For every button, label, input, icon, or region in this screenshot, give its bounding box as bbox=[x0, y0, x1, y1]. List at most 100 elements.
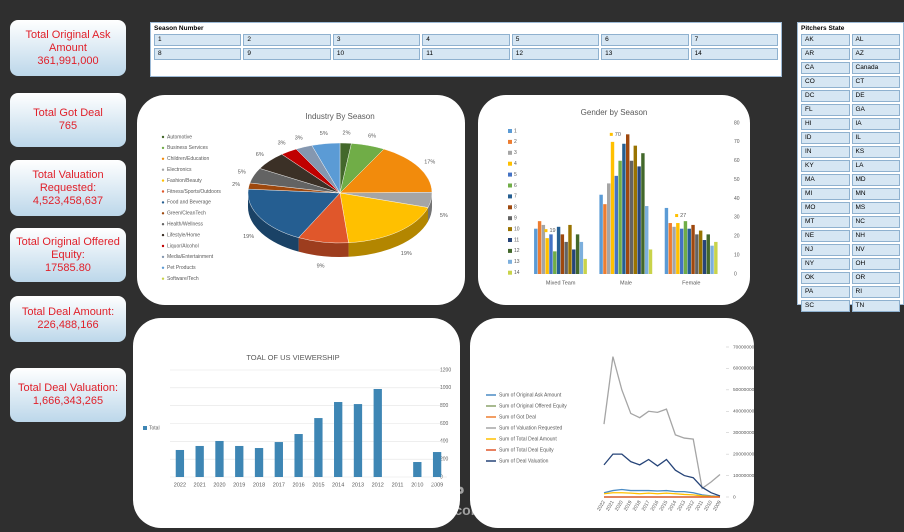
slicer-item[interactable]: GA bbox=[851, 104, 900, 116]
slicer-item[interactable]: MS bbox=[851, 202, 900, 214]
slicer-item[interactable]: 2 bbox=[243, 34, 331, 46]
x-tick-label: 2016 bbox=[292, 482, 304, 488]
slicer-item[interactable]: CA bbox=[801, 62, 850, 74]
data-label: 5% bbox=[320, 131, 328, 137]
slicer-item[interactable]: PA bbox=[801, 286, 850, 298]
slicer-item[interactable]: 9 bbox=[243, 48, 331, 60]
bar bbox=[599, 194, 603, 274]
slicer-item[interactable]: NV bbox=[851, 244, 900, 256]
bar bbox=[553, 251, 557, 274]
legend-label: 10 bbox=[514, 226, 520, 232]
slicer-item[interactable]: 4 bbox=[422, 34, 510, 46]
slicer-item[interactable]: IL bbox=[851, 132, 900, 144]
slicer-item[interactable]: 3 bbox=[332, 34, 421, 46]
slicer-item[interactable]: AR bbox=[801, 48, 850, 60]
kpi-value: 765 bbox=[58, 120, 78, 132]
kpi-card: Total Original Offered Equity: 17585.80 bbox=[10, 228, 126, 282]
legend-marker bbox=[161, 255, 165, 259]
slicer-item[interactable]: NH bbox=[851, 230, 900, 242]
slicer-item[interactable]: 5 bbox=[511, 34, 600, 46]
x-tick-label: 2017 bbox=[641, 499, 652, 512]
slicer-item[interactable]: 13 bbox=[601, 48, 689, 60]
slicer-item[interactable]: 8 bbox=[154, 48, 242, 60]
slicer-item[interactable]: NJ bbox=[801, 244, 850, 256]
slicer-item[interactable]: OH bbox=[851, 258, 900, 270]
legend-marker bbox=[161, 212, 165, 215]
y-tick-label: 80 bbox=[734, 120, 740, 126]
slicer-item[interactable]: MO bbox=[801, 202, 850, 214]
kpi-label: Total Deal Valuation: bbox=[17, 382, 119, 394]
data-label: 70 bbox=[615, 132, 621, 138]
slicer-item[interactable]: KS bbox=[851, 146, 900, 158]
slicer-item[interactable]: 6 bbox=[601, 34, 689, 46]
slicer-item[interactable]: MA bbox=[801, 174, 850, 186]
chart-panel: 0 100000000 200000000 300000000 400000000 500… bbox=[470, 318, 754, 528]
bar bbox=[274, 442, 283, 477]
bar bbox=[622, 143, 626, 274]
kpi-card: Total Got Deal 765 bbox=[10, 93, 126, 147]
slicer-item[interactable]: IA bbox=[851, 118, 900, 130]
slicer-item[interactable]: MI bbox=[801, 188, 850, 200]
slicer-item[interactable]: RI bbox=[851, 286, 900, 298]
y-tick-label: 40 bbox=[734, 196, 740, 202]
slicer-item[interactable]: 12 bbox=[511, 48, 600, 60]
slicer-item[interactable]: MD bbox=[851, 174, 900, 186]
slicer-item[interactable]: 14 bbox=[690, 48, 778, 60]
bar bbox=[413, 462, 422, 477]
slicer-item[interactable]: OK bbox=[801, 272, 850, 284]
slicer-item[interactable]: AK bbox=[801, 34, 850, 46]
kpi-card: Total Original Ask Amount 361,991,000 bbox=[10, 20, 126, 76]
legend-label: Lifestyle/Home bbox=[167, 232, 200, 238]
slicer-item[interactable]: CT bbox=[851, 76, 900, 88]
slicer-item[interactable]: OR bbox=[851, 272, 900, 284]
legend-label: Sum of Got Deal bbox=[499, 414, 536, 420]
y-tick-label: 200 bbox=[440, 456, 449, 462]
slicer-item[interactable]: NC bbox=[851, 216, 900, 228]
slicer-item[interactable]: HI bbox=[801, 118, 850, 130]
legend-label: 6 bbox=[514, 183, 517, 189]
slicer-item[interactable]: AZ bbox=[851, 48, 900, 60]
slicer-item[interactable]: AL bbox=[851, 34, 900, 46]
slicer-item[interactable]: 7 bbox=[690, 34, 778, 46]
line bbox=[603, 356, 721, 490]
legend-label: 4 bbox=[514, 161, 517, 167]
slicer-item[interactable]: CO bbox=[801, 76, 850, 88]
legend-label: Sum of Original Ask Amount bbox=[499, 392, 562, 398]
slicer-item[interactable]: Canada bbox=[851, 62, 900, 74]
slicer-item[interactable]: MT bbox=[801, 216, 850, 228]
legend-label: 1 bbox=[514, 128, 517, 134]
x-tick-label: 2019 bbox=[233, 482, 245, 488]
kpi-label: Total Original Offered Equity: bbox=[16, 235, 120, 261]
slice-side bbox=[428, 193, 432, 222]
slicer-item[interactable]: 10 bbox=[332, 48, 421, 60]
kpi-value: 4,523,458,637 bbox=[32, 194, 104, 207]
slicer-item[interactable]: ID bbox=[801, 132, 850, 144]
slicer-item[interactable]: 1 bbox=[154, 34, 242, 46]
bar bbox=[710, 245, 714, 274]
bar bbox=[564, 241, 568, 274]
kpi-label: Total Got Deal bbox=[33, 107, 103, 119]
slicer: Season Number 1 2 3 4 5 6 7 8 9 10 11 12 13 14 bbox=[150, 22, 782, 77]
legend-label: Software/Tech bbox=[167, 276, 199, 282]
legend-label: 8 bbox=[514, 205, 517, 211]
x-tick-label: 2014 bbox=[668, 499, 679, 512]
watermark-arabic: مستقل bbox=[405, 476, 465, 498]
slicer-item[interactable]: DE bbox=[851, 90, 900, 102]
slicer-item[interactable]: IN bbox=[801, 146, 850, 158]
slicer-item[interactable]: DC bbox=[801, 90, 850, 102]
x-tick-label: 2012 bbox=[372, 482, 384, 488]
slicer-item[interactable]: KY bbox=[801, 160, 850, 172]
slicer-item[interactable]: LA bbox=[851, 160, 900, 172]
slicer-item[interactable]: FL bbox=[801, 104, 850, 116]
legend-marker bbox=[508, 161, 512, 166]
slicer-item[interactable]: NE bbox=[801, 230, 850, 242]
slicer-title: Pitchers State bbox=[801, 25, 845, 32]
slicer-item[interactable]: TN bbox=[851, 300, 900, 312]
slicer-item[interactable]: NY bbox=[801, 258, 850, 270]
slicer-item[interactable]: MN bbox=[851, 188, 900, 200]
bar bbox=[334, 402, 343, 477]
slicer-item[interactable]: SC bbox=[801, 300, 850, 312]
slicer-item[interactable]: 11 bbox=[422, 48, 510, 60]
slice-side bbox=[348, 207, 429, 257]
bar bbox=[706, 234, 710, 274]
